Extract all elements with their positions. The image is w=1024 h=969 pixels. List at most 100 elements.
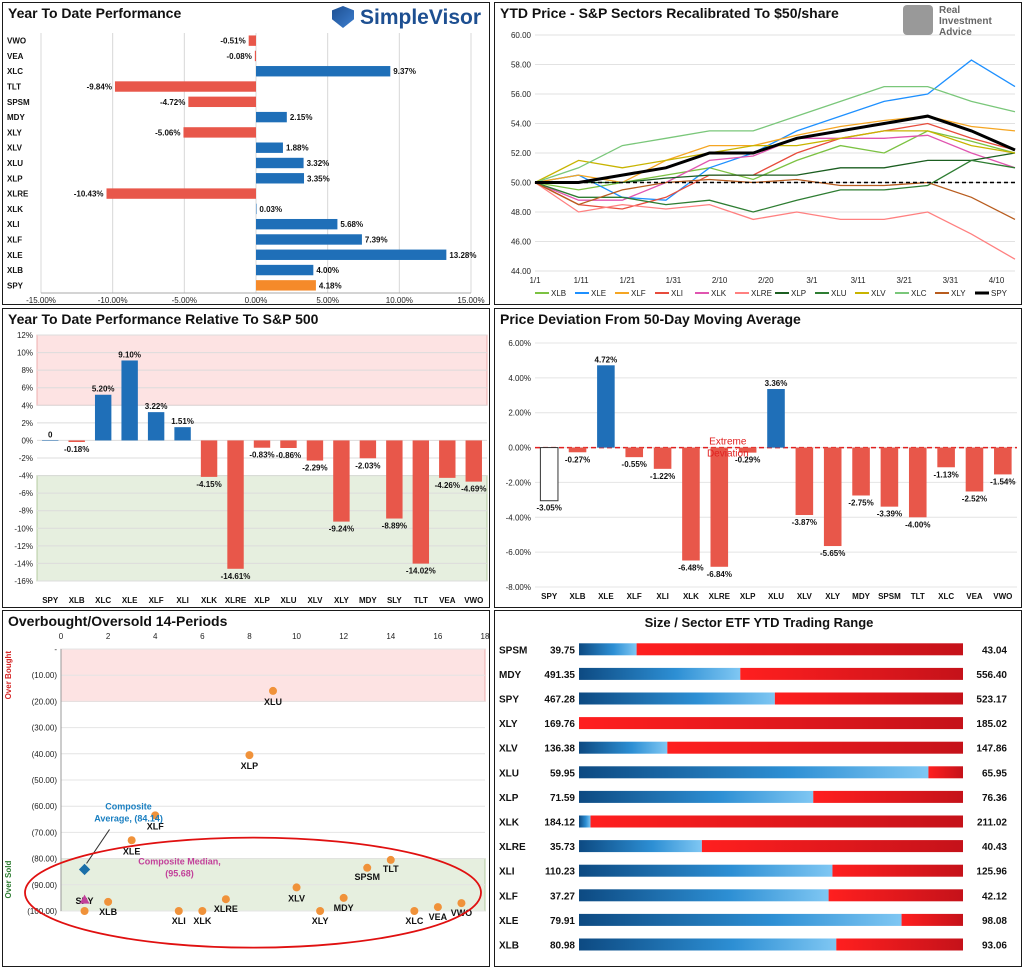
bar-xlu <box>280 440 297 448</box>
series-line-xly <box>534 178 1016 220</box>
bar-xlp <box>256 173 305 184</box>
data-label: 3.36% <box>765 379 788 388</box>
data-label: -9.24% <box>329 525 354 534</box>
data-label: 3.22% <box>145 402 168 411</box>
y-tick-label: 8% <box>21 366 33 375</box>
data-label: -3.39% <box>877 510 902 519</box>
series-line-xlu <box>534 159 1016 213</box>
category-label: XLY <box>825 592 840 601</box>
ytd-price-panel: 44.00 46.00 48.00 50.00 52.00 54.00 56.00 58.00… <box>494 2 1022 305</box>
x-tick-label: 3/1 <box>806 276 818 285</box>
data-label: -14.02% <box>406 567 436 576</box>
category-label: XLF <box>627 592 642 601</box>
data-label: -0.29% <box>735 456 760 465</box>
x-tick-label: 15.00% <box>457 296 484 305</box>
category-label: XLP <box>740 592 756 601</box>
category-label: XLE <box>7 251 23 260</box>
bar-xlb <box>256 264 314 276</box>
y-tick-label: -6.00% <box>506 548 531 557</box>
category-label: XLRE <box>225 596 247 605</box>
category-label: XLK <box>7 205 23 214</box>
category-label: XLC <box>95 596 111 605</box>
legend-label: XLY <box>951 289 966 298</box>
bar-sly <box>386 440 403 519</box>
point-label: XLY <box>312 916 329 926</box>
y-tick-label: -16% <box>14 577 33 586</box>
range-bar-high-xlre <box>701 840 963 853</box>
row-ticker: XLF <box>499 891 518 902</box>
bar-xly <box>823 447 842 547</box>
data-label: -10.43% <box>74 190 104 199</box>
range-bar-low-mdy <box>579 667 741 680</box>
x-tick-label: 3/31 <box>943 276 959 285</box>
y-tick-label: - <box>54 645 57 654</box>
data-label: 7.39% <box>365 235 388 244</box>
range-bar-high-xle <box>901 913 963 926</box>
bar-vwo <box>994 447 1012 475</box>
y-tick-label: 12% <box>17 331 33 340</box>
row-high: 147.86 <box>976 744 1007 755</box>
bar-xlre <box>227 440 244 569</box>
x-tick-label: 5.00% <box>316 296 339 305</box>
series-line-spy <box>535 114 1016 184</box>
row-high: 185.02 <box>976 719 1007 730</box>
data-label: 1.88% <box>286 144 309 153</box>
y-tick-label: (10.00) <box>32 671 58 680</box>
row-high: 93.06 <box>982 941 1007 952</box>
y-tick-label: -6% <box>19 489 33 498</box>
data-label: -4.15% <box>196 480 221 489</box>
bar-xlp <box>738 447 757 453</box>
data-label: -2.75% <box>848 499 873 508</box>
category-label: XLRE <box>709 592 731 601</box>
series-line-xli <box>534 122 1016 210</box>
bar-spsm <box>880 447 899 507</box>
ytd-performance-chart: -15.00% -10.00% -5.00% 0.00% 5.00% 10.00% 15.0… <box>7 33 485 305</box>
y-tick-label: (30.00) <box>32 724 58 733</box>
range-bar-low-xli <box>579 864 833 877</box>
category-label: XLY <box>334 596 349 605</box>
bar-xlk <box>682 447 700 561</box>
bar-xlf <box>625 447 644 458</box>
category-label: XLB <box>69 596 85 605</box>
bar-xlb <box>568 447 587 453</box>
row-high: 40.43 <box>982 842 1007 853</box>
range-bar-low-xlf <box>579 889 829 902</box>
point-label: XLRE <box>214 904 238 914</box>
legend-label: XLC <box>911 289 927 298</box>
range-bar-low-xlv <box>579 741 668 754</box>
series-line-xle <box>534 59 1016 201</box>
price-deviation-panel: 6.00% 4.00% 2.00% 0.00% -2.00% -4.00% -6.00% -8… <box>494 308 1022 608</box>
category-label: XLV <box>797 592 813 601</box>
trading-range-title: Size / Sector ETF YTD Trading Range <box>645 615 874 630</box>
data-label: -4.26% <box>435 481 460 490</box>
data-label: -0.86% <box>276 451 301 460</box>
category-label: VEA <box>439 596 456 605</box>
row-ticker: MDY <box>499 670 522 681</box>
ria-logo-line3: Advice <box>939 27 972 38</box>
category-label: XLV <box>7 144 23 153</box>
range-bar-high-xlp <box>813 790 963 803</box>
row-ticker: XLY <box>499 719 518 730</box>
y-tick-label: (50.00) <box>32 776 58 785</box>
ytd-performance-panel: -15.00% -10.00% -5.00% 0.00% 5.00% 10.00% 15.0… <box>2 2 490 305</box>
data-label: 5.20% <box>92 385 115 394</box>
point-xlk <box>198 907 207 915</box>
data-label: -4.00% <box>905 520 930 529</box>
composite-median-label-line1: Composite Median, <box>138 857 221 867</box>
y-tick-label: 46.00 <box>511 238 532 247</box>
y-tick-label: -12% <box>14 542 33 551</box>
bar-xlc <box>94 394 112 441</box>
trading-range-panel: Size / Sector ETF YTD Trading Range SPSM 3… <box>494 610 1022 967</box>
y-tick-label: 50.00 <box>511 179 532 188</box>
bar-xlv <box>306 440 324 461</box>
data-label: -4.69% <box>461 485 486 494</box>
bar-mdy <box>256 111 287 123</box>
category-label: VEA <box>7 52 24 61</box>
data-label: 4.72% <box>595 355 618 364</box>
bar-mdy <box>852 447 870 496</box>
row-low: 71.59 <box>550 793 575 804</box>
row-low: 80.98 <box>550 941 575 952</box>
ria-logo-line2: Investment <box>939 16 992 27</box>
series-line-xlre <box>534 181 1016 260</box>
x-tick-label: 10 <box>292 632 301 641</box>
